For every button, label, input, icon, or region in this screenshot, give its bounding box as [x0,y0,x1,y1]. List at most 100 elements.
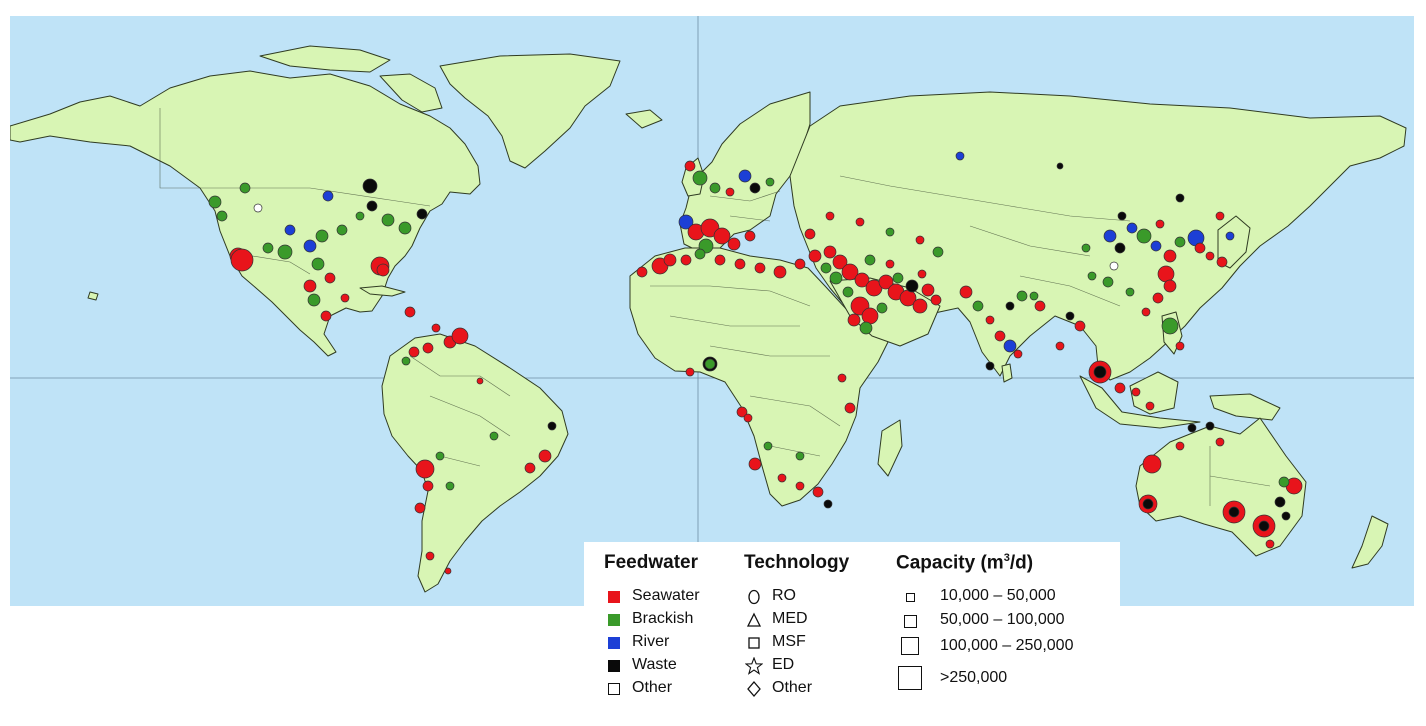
plant-marker [1228,506,1240,518]
plant-marker [445,481,455,491]
plant-marker [1163,279,1177,293]
capacity-square-icon [905,592,915,602]
plant-marker [1274,496,1286,508]
plant-marker [381,213,395,227]
plant-marker [795,451,805,461]
plant-marker [704,358,716,370]
plant-marker [878,274,894,290]
plant-marker [915,235,925,245]
plant-marker [955,151,965,161]
plant-marker [820,262,832,274]
plant-marker [1175,193,1185,203]
plant-marker [859,321,873,335]
plant-marker [1117,211,1127,221]
plant-marker [284,224,296,236]
plant-marker [636,266,648,278]
diamond-icon [747,681,761,697]
plant-marker [431,323,441,333]
new-zealand [1351,515,1389,569]
plant-marker [398,221,412,235]
plant-marker [692,170,708,186]
plant-marker [709,182,721,194]
plant-marker [1163,249,1177,263]
plant-marker [303,279,317,293]
swatch-waste [608,660,620,672]
plant-marker [921,283,935,297]
legend-technology: Technology RO MED MSF ED Other [744,552,850,697]
plant-marker [738,169,752,183]
plant-marker [1145,401,1155,411]
legend-technology-title: Technology [744,552,850,573]
iceland [625,109,663,129]
plant-marker [239,182,251,194]
capacity-square-icon [898,666,922,690]
plant-marker [832,254,848,270]
plant-marker [876,302,888,314]
plant-marker [322,190,334,202]
capacity-square-icon [901,637,919,655]
circle-icon [748,589,760,605]
plant-marker [414,502,426,514]
plant-marker [1175,441,1185,451]
plant-marker [416,208,428,220]
star-icon [745,657,763,675]
plant-marker [663,253,677,267]
plant-marker [1093,365,1107,379]
plant-marker [743,413,753,423]
plant-marker [854,272,870,288]
plant-marker [829,271,843,285]
plant-marker [538,449,552,463]
legend-feedwater-title: Feedwater [604,552,698,573]
plant-marker [795,481,805,491]
plant-marker [773,265,787,279]
plant-marker [1005,301,1015,311]
plant-marker [823,245,837,259]
plant-marker [1142,498,1154,510]
north-america [10,70,481,357]
plant-marker [985,315,995,325]
plant-marker [1281,511,1291,521]
swatch-river [608,637,620,649]
plant-marker [777,473,787,483]
plant-marker [1161,317,1179,335]
plant-marker [320,310,332,322]
sri-lanka [1001,363,1013,383]
plant-marker [1215,437,1225,447]
plant-marker [694,248,706,260]
plant-marker [340,293,350,303]
plant-marker [734,258,746,270]
plant-marker [1056,162,1064,170]
plant-marker [917,269,927,279]
plant-marker [885,227,895,237]
plant-marker [401,356,411,366]
plant-marker [1034,300,1046,312]
greenland [439,53,621,169]
plant-marker [812,486,824,498]
plant-marker [736,406,748,418]
plant-marker [1157,265,1175,283]
plant-marker [1225,231,1235,241]
world-map [10,16,1414,606]
plant-marker [524,462,536,474]
plant-marker [1114,242,1126,254]
plant-marker [1003,339,1017,353]
hawaii [87,291,99,301]
plant-marker [1029,291,1039,301]
plant-marker [1205,251,1215,261]
plant-marker [749,182,761,194]
swatch-other [608,683,620,695]
plant-marker [794,258,806,270]
madagascar [877,419,903,477]
canadian-arctic-islands [259,45,391,73]
plant-marker [994,330,1006,342]
africa [629,247,891,507]
country-borders [159,108,1271,506]
plant-marker [1258,520,1270,532]
plant-marker [208,195,222,209]
plant-marker [451,327,469,345]
plant-marker [1142,454,1162,474]
legend-capacity: Capacity (m3/d) 10,000 – 50,000 50,000 –… [896,552,1073,690]
plant-marker [408,346,420,358]
plant-marker [366,200,378,212]
swatch-brackish [608,614,620,626]
